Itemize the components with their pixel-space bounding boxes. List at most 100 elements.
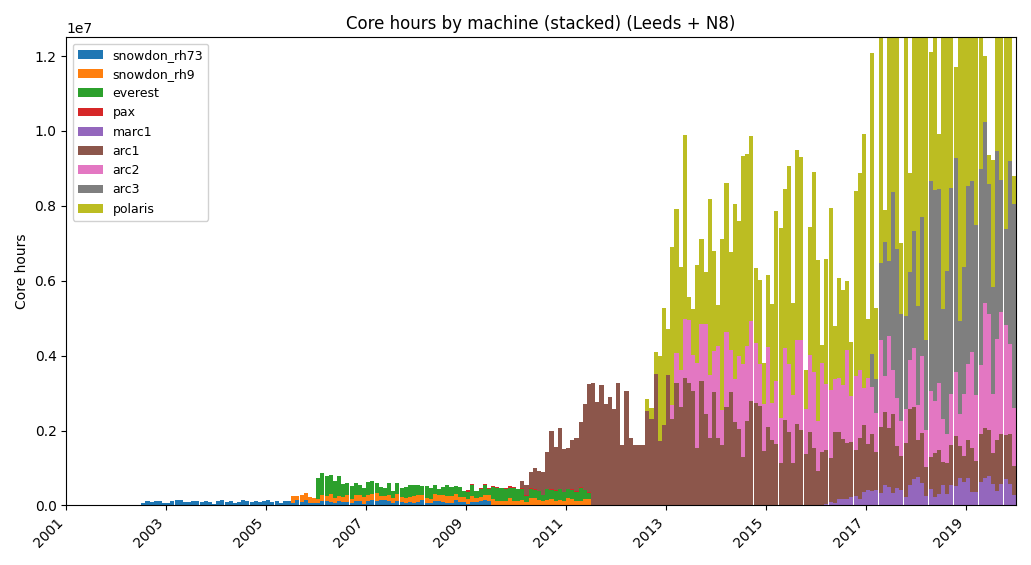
Bar [278, 503, 282, 506]
Bar [854, 376, 858, 450]
Bar [1003, 0, 1007, 229]
Bar [825, 450, 829, 503]
Bar [578, 487, 583, 488]
Bar [903, 0, 907, 316]
Bar [825, 503, 829, 506]
Bar [512, 489, 517, 501]
Bar [329, 475, 333, 494]
Bar [770, 403, 774, 440]
Bar [937, 134, 941, 189]
Bar [737, 356, 741, 429]
Bar [837, 279, 841, 378]
Bar [1011, 496, 1016, 506]
Bar [945, 271, 950, 434]
Bar [817, 471, 820, 506]
Bar [454, 494, 458, 500]
Bar [525, 485, 529, 495]
Bar [354, 501, 358, 506]
Bar [945, 494, 950, 506]
Bar [778, 463, 783, 506]
Bar [487, 501, 491, 506]
Bar [991, 484, 995, 506]
Bar [970, 492, 974, 506]
Bar [425, 486, 429, 498]
Bar [687, 383, 691, 506]
Bar [429, 488, 433, 499]
Bar [845, 443, 850, 499]
Bar [358, 495, 362, 502]
Bar [583, 404, 587, 490]
Bar [341, 484, 345, 497]
Bar [554, 501, 558, 506]
Bar [454, 486, 458, 494]
Bar [554, 447, 558, 490]
Bar [933, 190, 937, 401]
Bar [362, 497, 366, 503]
Bar [954, 486, 958, 506]
Bar [925, 430, 929, 467]
Bar [404, 503, 408, 506]
Bar [458, 487, 462, 497]
Bar [883, 242, 887, 376]
Bar [954, 158, 958, 372]
Bar [891, 493, 895, 506]
Bar [570, 489, 574, 490]
Bar [854, 450, 858, 496]
Bar [978, 364, 983, 434]
Bar [895, 0, 899, 249]
Bar [703, 272, 707, 324]
Bar [954, 67, 958, 158]
Bar [750, 401, 754, 506]
Bar [417, 502, 421, 506]
Bar [454, 500, 458, 506]
Bar [400, 489, 403, 497]
Bar [683, 319, 687, 378]
Bar [525, 496, 529, 502]
Bar [887, 336, 891, 428]
Bar [921, 433, 924, 483]
Bar [978, 168, 983, 364]
Bar [366, 494, 370, 501]
Bar [408, 502, 412, 506]
Bar [821, 363, 825, 452]
Bar [262, 502, 266, 506]
Bar [521, 488, 525, 489]
Bar [878, 0, 883, 263]
Bar [845, 499, 850, 506]
Bar [495, 488, 499, 501]
Bar [921, 0, 924, 217]
Bar [866, 319, 870, 377]
Bar [562, 449, 566, 492]
Bar [958, 0, 962, 321]
Bar [695, 447, 699, 506]
Bar [974, 395, 978, 461]
Bar [874, 308, 878, 379]
Bar [854, 192, 858, 376]
Bar [583, 490, 587, 499]
Bar [891, 0, 895, 192]
Bar [391, 498, 395, 502]
Bar [983, 428, 987, 477]
Bar [870, 387, 874, 433]
Bar [833, 432, 837, 503]
Bar [978, 0, 983, 168]
Bar [654, 375, 658, 506]
Bar [558, 489, 562, 499]
Bar [712, 392, 716, 506]
Bar [662, 425, 666, 506]
Bar [911, 0, 916, 231]
Bar [383, 496, 387, 500]
Bar [570, 440, 574, 489]
Bar [899, 243, 903, 314]
Bar [266, 501, 270, 506]
Bar [329, 502, 333, 506]
Bar [850, 497, 854, 506]
Bar [803, 454, 807, 506]
Bar [874, 452, 878, 490]
Bar [466, 492, 470, 498]
Bar [799, 340, 803, 431]
Bar [521, 499, 525, 506]
Bar [1011, 407, 1016, 466]
Bar [841, 499, 845, 506]
Bar [317, 479, 321, 499]
